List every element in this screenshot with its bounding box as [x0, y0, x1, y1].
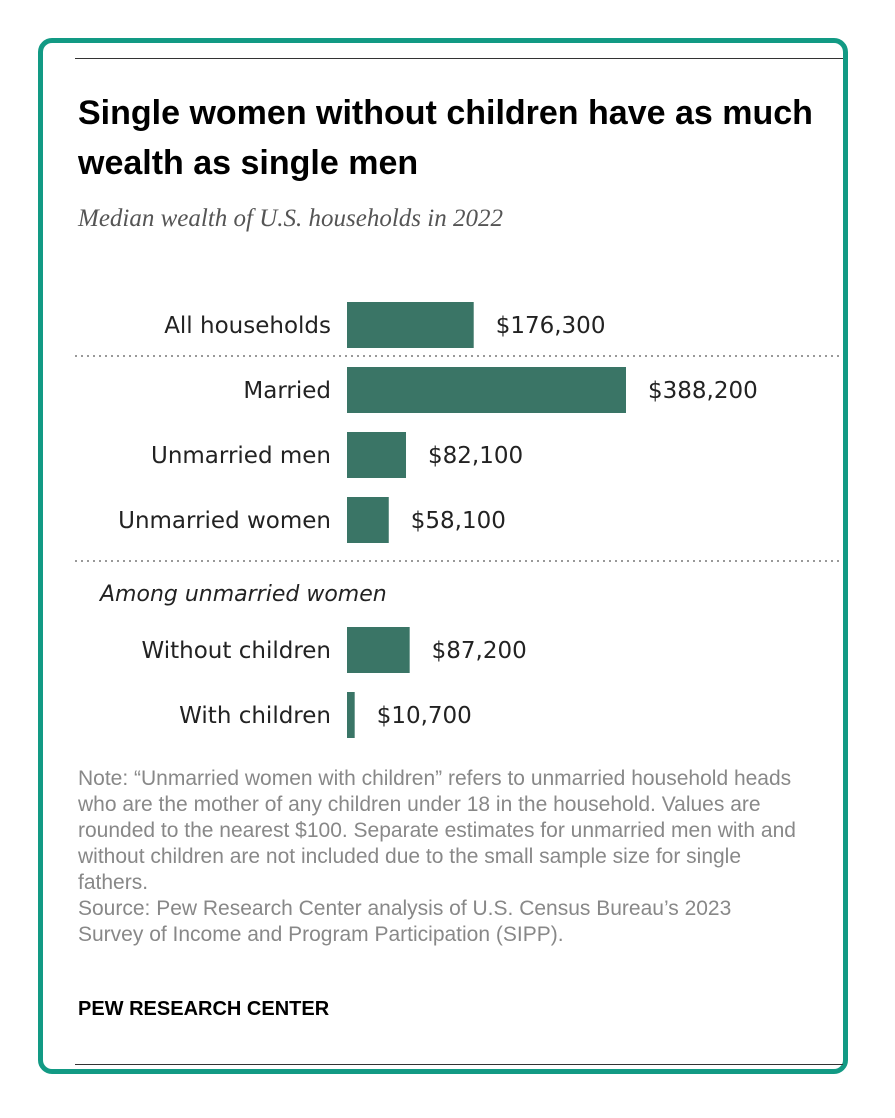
category-label-unmarried-men: Unmarried men: [151, 443, 331, 469]
category-label-with-children: With children: [179, 703, 331, 729]
group-label: Among unmarried women: [98, 582, 387, 607]
value-label-unmarried-men: $82,100: [428, 443, 523, 469]
note-block: Note: “Unmarried women with children” re…: [78, 766, 798, 948]
bar-without-children: [347, 627, 410, 673]
note-text: Note: “Unmarried women with children” re…: [78, 767, 796, 894]
bar-unmarried-men: [347, 432, 407, 478]
bottom-rule: [75, 1064, 843, 1065]
bar-with-children: [347, 692, 355, 738]
value-label-with-children: $10,700: [377, 703, 472, 729]
chart-card-frame: [38, 38, 848, 1074]
value-label-without-children: $87,200: [432, 638, 527, 664]
category-label-without-children: Without children: [142, 638, 331, 664]
value-label-unmarried-women: $58,100: [411, 508, 506, 534]
pew-brand: PEW RESEARCH CENTER: [78, 998, 330, 1020]
value-label-married: $388,200: [648, 378, 758, 404]
source-text: Source: Pew Research Center analysis of …: [78, 897, 732, 946]
top-rule: [75, 58, 843, 59]
chart-title: Single women without children have as mu…: [78, 94, 813, 182]
bar-chart: All households $176,300 Married $388,200 Unm…: [75, 302, 843, 738]
value-label-all-households: $176,300: [496, 313, 606, 339]
bars-group: All households $176,300 Married $388,200 Unm…: [118, 302, 758, 738]
bar-all-households: [347, 302, 474, 348]
bar-unmarried-women: [347, 497, 389, 543]
chart-subtitle: Median wealth of U.S. households in 2022: [78, 205, 503, 232]
category-label-unmarried-women: Unmarried women: [118, 508, 331, 534]
bar-married: [347, 367, 626, 413]
category-label-married: Married: [243, 378, 331, 404]
category-label-all-households: All households: [164, 313, 331, 339]
